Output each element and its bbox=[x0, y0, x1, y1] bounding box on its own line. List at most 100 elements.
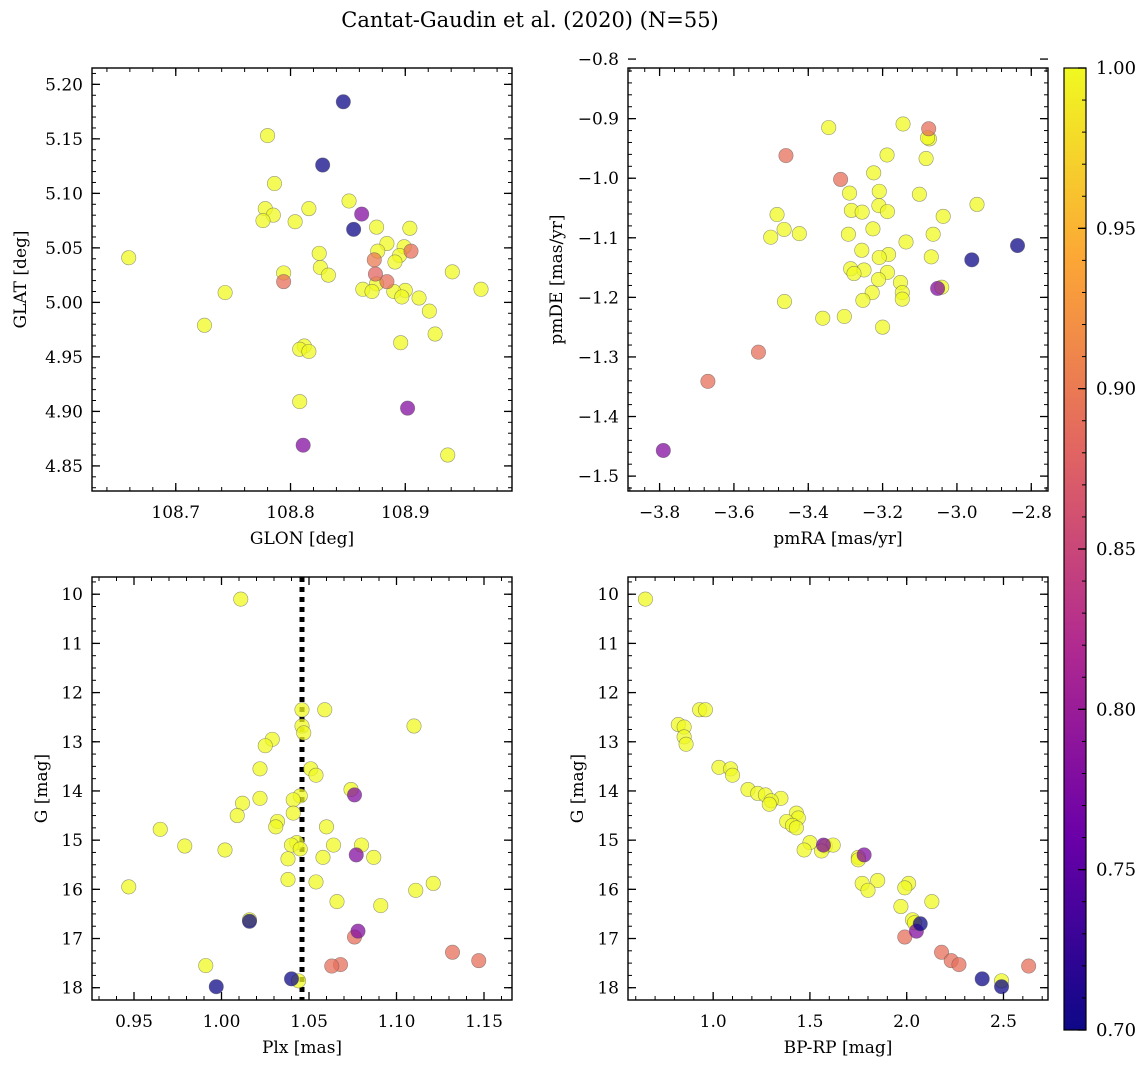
scatter-point bbox=[152, 821, 168, 837]
scatter-point bbox=[855, 292, 871, 308]
scatter-point bbox=[255, 213, 271, 229]
scatter-point bbox=[421, 303, 437, 319]
scatter-point bbox=[934, 944, 950, 960]
plx-g-panel: 0.95 1.00 1.05 1.10 1.15 10 11 12 13 14 15 16 17 18 Pl… bbox=[32, 576, 513, 1058]
x-tick-label: 1.10 bbox=[378, 1012, 416, 1032]
scatter-point bbox=[296, 725, 312, 741]
scatter-point bbox=[394, 289, 410, 305]
scatter-point bbox=[329, 894, 345, 910]
y-tick-label: 13 bbox=[61, 733, 83, 753]
scatter-point bbox=[252, 790, 268, 806]
scatter-point bbox=[196, 317, 212, 333]
scatter-point bbox=[870, 872, 886, 888]
y-tick-label: −1.1 bbox=[578, 229, 619, 249]
y-tick-label: 10 bbox=[61, 585, 83, 605]
x-tick-label: 2.0 bbox=[893, 1012, 920, 1032]
scatter-point bbox=[294, 702, 310, 718]
scatter-point bbox=[930, 280, 946, 296]
scatter-point bbox=[846, 266, 862, 282]
scatter-point bbox=[924, 894, 940, 910]
scatter-point bbox=[121, 879, 137, 895]
x-tick-label: 2.5 bbox=[990, 1012, 1017, 1032]
scatter-point bbox=[897, 880, 913, 896]
scatter-point bbox=[408, 882, 424, 898]
scatter-point bbox=[776, 221, 792, 237]
y-tick-label: 18 bbox=[61, 979, 83, 999]
scatter-point bbox=[366, 849, 382, 865]
scatter-point bbox=[444, 264, 460, 280]
scatter-point bbox=[836, 308, 852, 324]
scatter-point bbox=[895, 116, 911, 132]
y-tick-label: −0.9 bbox=[578, 110, 619, 130]
y-tick-label: 16 bbox=[597, 880, 619, 900]
scatter-point bbox=[292, 394, 308, 410]
scatter-point bbox=[233, 591, 249, 607]
scatter-point bbox=[325, 837, 341, 853]
scatter-point bbox=[346, 221, 362, 237]
scatter-point bbox=[229, 808, 245, 824]
scatter-point bbox=[285, 805, 301, 821]
x-tick-label: 1.15 bbox=[465, 1012, 503, 1032]
y-tick-label: 11 bbox=[597, 634, 619, 654]
scatter-point bbox=[366, 252, 382, 268]
scatter-point bbox=[379, 274, 395, 290]
scatter-point bbox=[364, 283, 380, 299]
y-tick-label: −1.4 bbox=[578, 408, 619, 428]
scatter-point bbox=[311, 245, 327, 261]
scatter-point bbox=[287, 214, 303, 230]
scatter-point bbox=[400, 400, 416, 416]
scatter-point bbox=[308, 874, 324, 890]
scatter-point bbox=[918, 151, 934, 167]
scatter-point bbox=[283, 971, 299, 987]
scatter-point bbox=[879, 147, 895, 163]
scatter-point bbox=[791, 226, 807, 242]
y-tick-label: 15 bbox=[597, 831, 619, 851]
scatter-point bbox=[860, 882, 876, 898]
y-tick-label: 12 bbox=[597, 684, 619, 704]
colorbar-tick-label: 1.00 bbox=[1096, 58, 1136, 79]
scatter-point bbox=[778, 148, 794, 164]
scatter-point bbox=[879, 204, 895, 220]
scatter-point bbox=[866, 165, 882, 181]
glon-glat-panel: 108.7 108.8 108.9 4.85 4.90 4.95 5.00 5.05 5.10 5… bbox=[11, 67, 513, 549]
y-tick-label: 14 bbox=[61, 782, 83, 802]
scatter-point bbox=[320, 267, 336, 283]
scatter-point bbox=[796, 842, 812, 858]
y-tick-label: −1.2 bbox=[578, 288, 619, 308]
scatter-point bbox=[242, 913, 258, 929]
scatter-point bbox=[697, 702, 713, 718]
colorbar-tick-label: 0.90 bbox=[1096, 379, 1136, 400]
scatter-point bbox=[121, 250, 137, 266]
scatter-point bbox=[177, 838, 193, 854]
scatter-point bbox=[700, 373, 716, 389]
scatter-point bbox=[951, 957, 967, 973]
plot-frame bbox=[627, 576, 1049, 1001]
scatter-point bbox=[833, 171, 849, 187]
scatter-point bbox=[440, 447, 456, 463]
scatter-point bbox=[974, 971, 990, 987]
y-axis-label: pmDE [mas/yr] bbox=[547, 214, 567, 344]
scatter-point bbox=[761, 796, 777, 812]
scatter-point bbox=[444, 944, 460, 960]
scatter-point bbox=[875, 319, 891, 335]
scatter-point bbox=[1021, 958, 1037, 974]
scatter-point bbox=[292, 841, 308, 857]
scatter-point bbox=[406, 718, 422, 734]
scatter-point bbox=[411, 290, 427, 306]
scatter-point bbox=[348, 847, 364, 863]
scatter-point bbox=[720, 44, 734, 58]
scatter-point bbox=[925, 226, 941, 242]
y-tick-label: 5.20 bbox=[45, 75, 83, 95]
scatter-point bbox=[788, 820, 804, 836]
scatter-point bbox=[276, 274, 292, 290]
y-tick-label: 4.95 bbox=[45, 348, 83, 368]
y-tick-label: 4.85 bbox=[45, 457, 83, 477]
scatter-point bbox=[912, 916, 928, 932]
scatter-point bbox=[958, 41, 972, 55]
x-tick-label: 108.7 bbox=[151, 503, 200, 523]
y-tick-label: 18 bbox=[597, 979, 619, 999]
x-tick-label: 108.8 bbox=[266, 503, 315, 523]
scatter-point bbox=[373, 898, 389, 914]
x-tick-label: 0.95 bbox=[115, 1012, 153, 1032]
